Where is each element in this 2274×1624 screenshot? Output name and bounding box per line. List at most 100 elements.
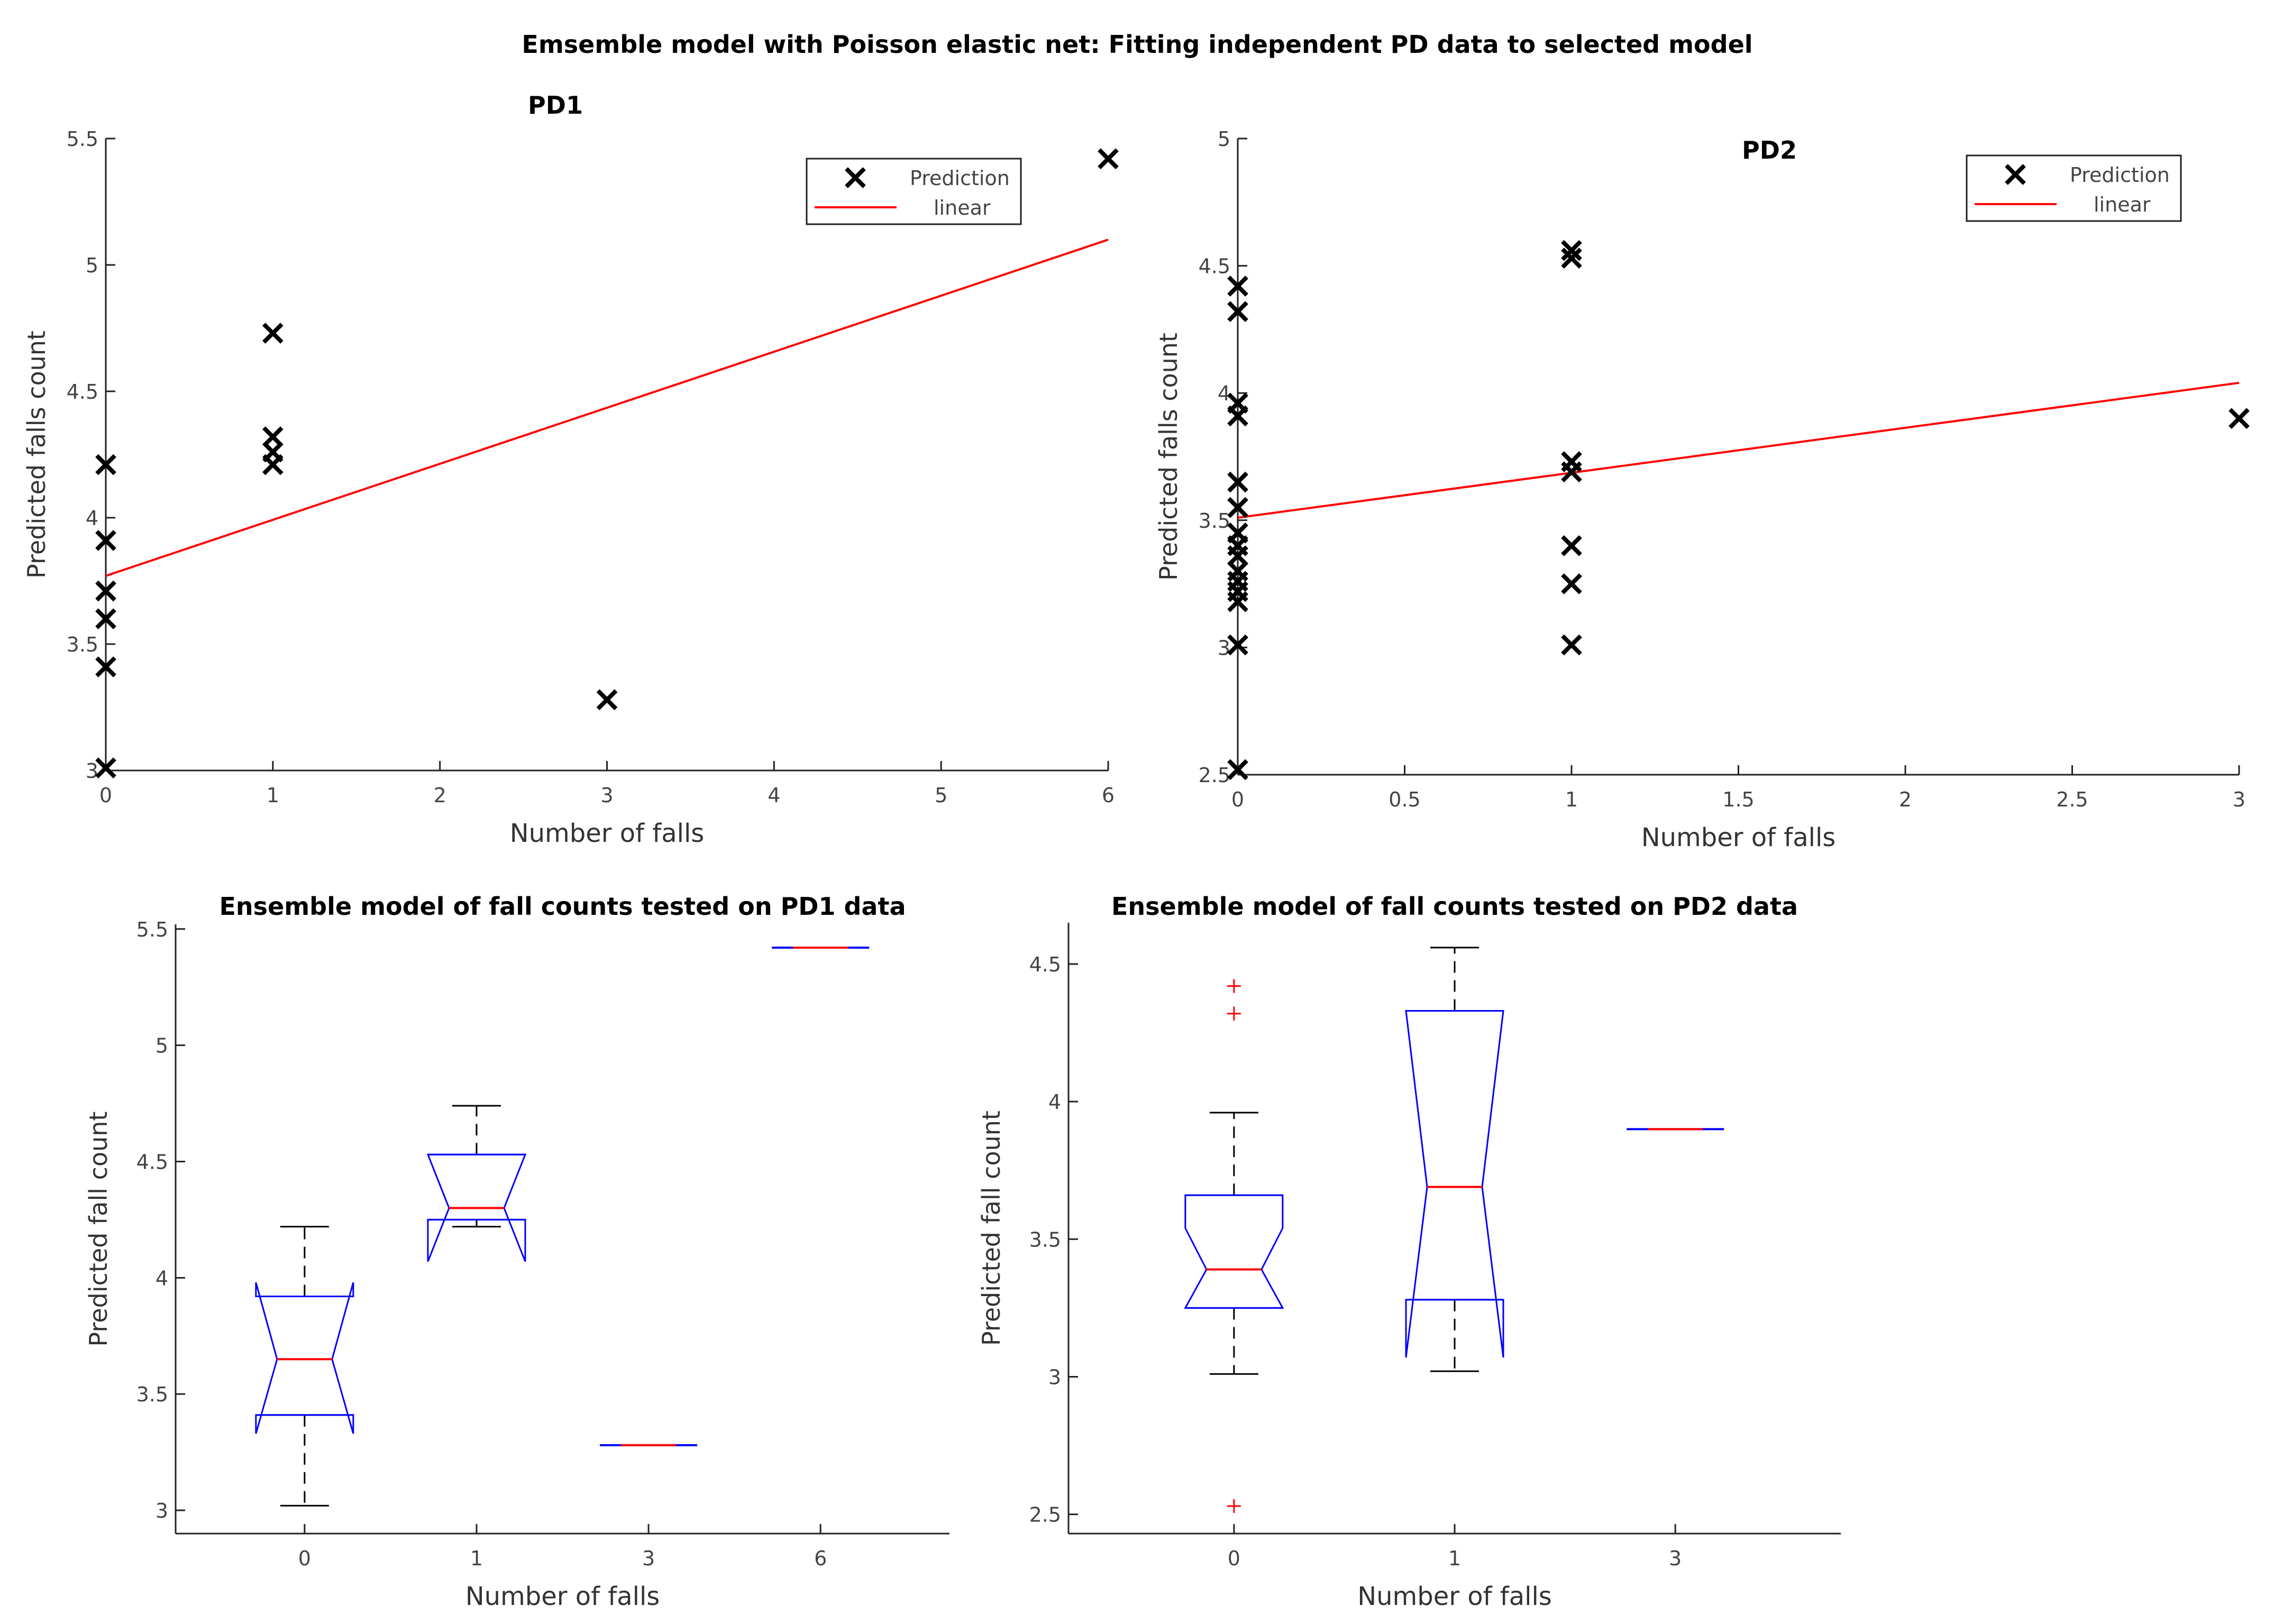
- x-tick-label: 1: [1448, 1547, 1461, 1570]
- x-tick-label: 2: [434, 784, 446, 807]
- linear-fit-line: [105, 238, 1109, 577]
- marker-stroke: [95, 608, 116, 630]
- prediction-point: [1227, 634, 1248, 656]
- x-tick-label: 3: [642, 1547, 655, 1570]
- linear-fit-line: [1237, 381, 2240, 519]
- marker-stroke: [95, 454, 116, 475]
- prediction-point: [1561, 634, 1582, 656]
- marker-stroke: [845, 167, 866, 188]
- y-tick-label: 4.5: [1029, 953, 1061, 976]
- marker-stroke: [1227, 497, 1248, 518]
- y-tick-label: 3.5: [1029, 1228, 1061, 1251]
- prediction-point: [1561, 535, 1582, 556]
- marker-stroke: [1227, 522, 1248, 544]
- outlier-point: [1227, 1499, 1241, 1513]
- marker-stroke: [1227, 392, 1248, 414]
- y-tick-label: 4: [1048, 1090, 1061, 1114]
- y-tick-label: 3.5: [1199, 509, 1230, 533]
- marker-stroke: [262, 426, 284, 447]
- marker-stroke: [1561, 451, 1582, 472]
- marker-stroke: [1561, 634, 1582, 656]
- legend-prediction-marker: [2005, 164, 2026, 185]
- y-tick-label: 3.5: [136, 1383, 168, 1406]
- panel-title: Ensemble model of fall counts tested on …: [220, 892, 906, 921]
- y-axis-label: Predicted falls count: [22, 331, 51, 579]
- x-tick-label: 1: [1565, 788, 1578, 811]
- y-tick-label: 4.5: [1199, 255, 1230, 278]
- x-tick-label: 6: [814, 1547, 827, 1570]
- legend-linear-label: linear: [2094, 193, 2151, 216]
- x-tick-label: 4: [768, 784, 780, 807]
- y-tick-label: 4: [156, 1267, 168, 1290]
- marker-stroke: [1227, 561, 1248, 582]
- y-tick-label: 4: [1218, 382, 1230, 405]
- legend-box: [1966, 154, 2182, 222]
- y-tick-label: 2.5: [1199, 764, 1230, 787]
- x-tick-label: 6: [1102, 784, 1115, 807]
- y-tick-label: 3.5: [67, 633, 98, 656]
- x-tick-label: 5: [935, 784, 947, 807]
- pd1-scatter-panel: 3 3.5 4 4.5 5 5.5 Number of falls Predicted fal…: [22, 91, 1119, 848]
- panel-title: PD1: [528, 91, 583, 120]
- x-tick-label: 2.5: [2056, 788, 2088, 811]
- prediction-point: [95, 656, 116, 677]
- marker-stroke: [1227, 759, 1248, 781]
- y-tick-label: 3: [1048, 1365, 1061, 1389]
- marker-stroke: [1227, 634, 1248, 656]
- marker-stroke: [1227, 471, 1248, 493]
- x-axis-label: Number of falls: [510, 819, 705, 848]
- y-tick-label: 3: [1218, 636, 1230, 659]
- x-tick-label: 2: [1899, 788, 1912, 811]
- prediction-point: [1227, 471, 1248, 493]
- prediction-point: [1227, 759, 1248, 781]
- y-tick-label: 5: [156, 1034, 168, 1058]
- outlier-point: [1227, 1006, 1241, 1021]
- prediction-point: [95, 454, 116, 475]
- y-tick-label: 5.5: [136, 918, 168, 941]
- marker-stroke: [1561, 240, 1582, 261]
- marker-stroke: [262, 441, 284, 463]
- pd2-scatter-panel: 2.5 3 3.5 4 4.5 5 Number of falls Predicted fal…: [1154, 127, 2250, 852]
- pd1-boxplot-panel: 3 3.5 4 4.5 5 5.5 Number of falls Predicted fal…: [84, 892, 949, 1611]
- prediction-point: [95, 530, 116, 551]
- legend-prediction-label: Prediction: [910, 167, 1010, 190]
- marker-stroke: [596, 689, 618, 710]
- x-axis-label: Number of falls: [1641, 823, 1836, 852]
- legend-prediction-label: Prediction: [2070, 163, 2170, 187]
- prediction-point: [1227, 522, 1248, 544]
- y-tick-label: 5.5: [67, 127, 98, 151]
- marker-stroke: [95, 580, 116, 602]
- marker-stroke: [262, 323, 284, 344]
- x-tick-label: 1.5: [1722, 788, 1754, 811]
- prediction-point: [2229, 408, 2250, 429]
- box-group: [426, 1105, 527, 1262]
- y-tick-label: 3: [156, 1499, 168, 1522]
- prediction-point: [1098, 148, 1119, 170]
- y-tick-label: 3: [86, 759, 98, 783]
- x-axis-label: Number of falls: [465, 1582, 660, 1611]
- box-group: [1184, 979, 1284, 1513]
- y-axis-label: Predicted fall count: [84, 1112, 113, 1347]
- prediction-point: [262, 441, 284, 463]
- prediction-point: [95, 580, 116, 602]
- prediction-point: [1227, 301, 1248, 323]
- x-tick-label: 1: [267, 784, 279, 807]
- marker-stroke: [2005, 164, 2026, 185]
- panel-title: Ensemble model of fall counts tested on …: [1111, 892, 1798, 921]
- prediction-point: [1227, 497, 1248, 518]
- box-group: [255, 1226, 354, 1507]
- marker-stroke: [95, 530, 116, 551]
- y-tick-label: 4.5: [136, 1150, 168, 1173]
- y-tick-label: 5: [86, 254, 98, 277]
- pd2-boxplot-panel: 2.5 3 3.5 4 4.5 Number of falls Predicted fall…: [977, 892, 1841, 1611]
- y-tick-label: 4.5: [67, 380, 98, 403]
- prediction-point: [596, 689, 618, 710]
- outlier-point: [1227, 979, 1241, 993]
- prediction-point: [1227, 392, 1248, 414]
- y-tick-label: 5: [1218, 127, 1230, 151]
- prediction-point: [95, 757, 116, 779]
- marker-stroke: [1561, 247, 1582, 269]
- marker-stroke: [1098, 148, 1119, 170]
- marker-stroke: [1227, 276, 1248, 297]
